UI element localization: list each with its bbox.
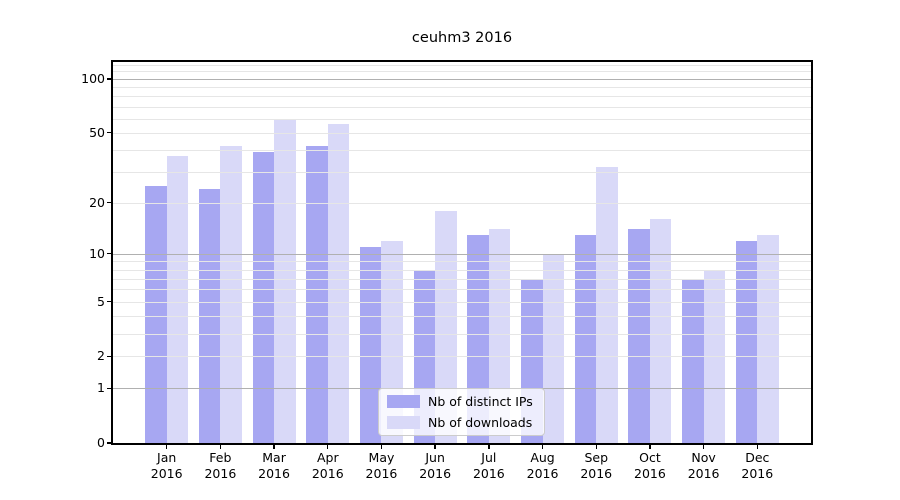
minor-gridline-9 bbox=[113, 261, 811, 263]
bar-mar-downloads bbox=[274, 119, 296, 443]
x-tick-label-sep: Sep 2016 bbox=[580, 450, 613, 481]
legend-swatch-distinct-ips bbox=[387, 395, 420, 408]
x-tick-dec bbox=[756, 445, 758, 449]
y-tick-1 bbox=[107, 387, 111, 389]
x-tick-label-apr: Apr 2016 bbox=[311, 450, 344, 481]
y-tick-50 bbox=[107, 132, 111, 134]
x-tick-label-jun: Jun 2016 bbox=[419, 450, 452, 481]
minor-gridline-90 bbox=[113, 87, 811, 89]
bar-jan-distinct-ips bbox=[145, 185, 167, 443]
bar-feb-downloads bbox=[220, 146, 242, 443]
x-tick-label-may: May 2016 bbox=[365, 450, 398, 481]
bar-may-distinct-ips bbox=[359, 246, 382, 443]
x-tick-label-aug: Aug 2016 bbox=[526, 450, 559, 481]
bar-sep-distinct-ips bbox=[574, 234, 597, 443]
y-tick-100 bbox=[107, 78, 111, 80]
y-tick-label-100: 100 bbox=[81, 70, 105, 86]
minor-gridline-8 bbox=[113, 269, 811, 271]
minor-gridline-70 bbox=[113, 106, 811, 108]
plot-area bbox=[113, 62, 811, 443]
bar-dec-downloads bbox=[757, 234, 779, 443]
x-tick-label-dec: Dec 2016 bbox=[741, 450, 774, 481]
y-tick-20 bbox=[107, 202, 111, 204]
minor-gridline-7 bbox=[113, 278, 811, 280]
y-tick-label-50: 50 bbox=[89, 124, 105, 140]
x-tick-sep bbox=[595, 445, 597, 449]
minor-gridline-80 bbox=[113, 96, 811, 98]
minor-gridline-6 bbox=[113, 289, 811, 291]
y-tick-label-5: 5 bbox=[97, 293, 105, 309]
x-tick-mar bbox=[273, 445, 275, 449]
bar-oct-distinct-ips bbox=[628, 229, 650, 443]
y-tick-label-20: 20 bbox=[89, 194, 105, 210]
bar-nov-distinct-ips bbox=[682, 278, 704, 443]
x-tick-may bbox=[380, 445, 383, 449]
x-tick-label-nov: Nov 2016 bbox=[687, 450, 720, 481]
bar-jan-downloads bbox=[166, 155, 189, 443]
bar-apr-distinct-ips bbox=[306, 146, 328, 443]
bar-jun-downloads bbox=[435, 210, 457, 443]
y-tick-label-0: 0 bbox=[97, 435, 105, 450]
minor-gridline-110 bbox=[113, 71, 811, 73]
y-tick-label-10: 10 bbox=[89, 245, 105, 261]
legend-entry-downloads: Nb of downloads bbox=[387, 414, 536, 430]
minor-gridline-3 bbox=[113, 333, 811, 335]
legend-label-downloads: Nb of downloads bbox=[428, 414, 533, 430]
minor-gridline-30 bbox=[113, 172, 811, 174]
bar-mar-distinct-ips bbox=[252, 151, 275, 443]
minor-gridline-4 bbox=[113, 316, 811, 317]
minor-gridline-40 bbox=[113, 149, 811, 151]
minor-gridline-120 bbox=[113, 64, 811, 66]
chart-title: ceuhm3 2016 bbox=[411, 30, 513, 46]
x-tick-label-feb: Feb 2016 bbox=[204, 450, 237, 481]
minor-gridline-2 bbox=[113, 356, 811, 358]
bar-oct-downloads bbox=[649, 219, 672, 443]
bar-sep-downloads bbox=[596, 167, 618, 443]
minor-gridline-20 bbox=[113, 202, 811, 204]
y-tick-5 bbox=[107, 300, 111, 303]
x-tick-jun bbox=[434, 445, 436, 449]
minor-gridline-50 bbox=[113, 132, 811, 134]
x-tick-label-oct: Oct 2016 bbox=[634, 450, 666, 481]
legend-swatch-downloads bbox=[387, 416, 420, 429]
y-tick-label-1: 1 bbox=[97, 380, 105, 396]
x-tick-nov bbox=[702, 445, 705, 449]
legend: Nb of distinct IPs Nb of downloads bbox=[378, 388, 545, 436]
x-tick-feb bbox=[219, 445, 222, 449]
legend-label-distinct-ips: Nb of distinct IPs bbox=[428, 393, 533, 409]
x-tick-jul bbox=[488, 445, 490, 449]
x-tick-oct bbox=[649, 445, 651, 449]
major-gridline-10 bbox=[113, 253, 811, 255]
bar-dec-distinct-ips bbox=[735, 240, 758, 443]
legend-entry-distinct-ips: Nb of distinct IPs bbox=[387, 393, 536, 409]
y-tick-10 bbox=[107, 253, 111, 255]
y-tick-label-2: 2 bbox=[97, 348, 105, 364]
minor-gridline-60 bbox=[113, 118, 811, 120]
x-tick-aug bbox=[541, 445, 544, 449]
x-tick-label-jan: Jan 2016 bbox=[150, 450, 183, 481]
minor-gridline-5 bbox=[113, 301, 811, 303]
y-tick-2 bbox=[107, 355, 111, 357]
x-tick-label-mar: Mar 2016 bbox=[258, 450, 290, 481]
bar-aug-downloads bbox=[542, 253, 564, 443]
x-tick-jan bbox=[165, 445, 168, 449]
x-tick-apr bbox=[327, 445, 329, 449]
x-tick-label-jul: Jul 2016 bbox=[472, 450, 505, 481]
major-gridline-100 bbox=[113, 78, 811, 80]
y-tick-0 bbox=[107, 442, 111, 444]
